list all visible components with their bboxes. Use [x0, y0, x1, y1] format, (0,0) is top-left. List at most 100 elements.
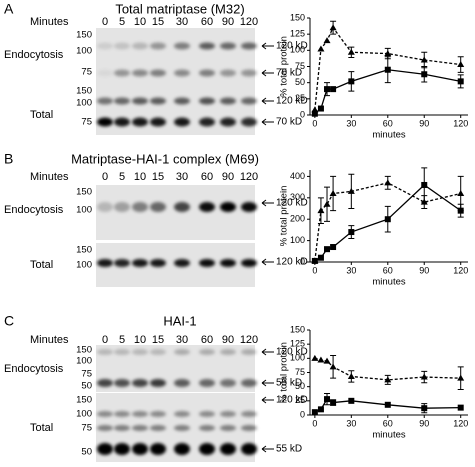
band [114, 117, 130, 127]
x-tick-label: 30 [346, 118, 356, 128]
y-tick-label: 75 [295, 367, 305, 377]
band [241, 97, 257, 105]
band [174, 42, 190, 50]
band [199, 443, 215, 455]
band [220, 259, 236, 267]
band [174, 379, 190, 387]
y-tick-label: 50 [295, 381, 305, 391]
band [220, 379, 236, 387]
band [150, 379, 166, 387]
marker-label: 55 kD [276, 378, 302, 389]
mw-label: 100 [76, 260, 92, 271]
band [241, 443, 257, 455]
blot [96, 28, 255, 88]
band [174, 97, 190, 105]
band [220, 42, 236, 50]
band [150, 69, 166, 77]
point [421, 181, 428, 188]
band [114, 202, 130, 212]
mw-label: 75 [81, 423, 92, 434]
band [114, 411, 130, 417]
y-tick-label: 25 [295, 395, 305, 405]
band [199, 97, 215, 105]
arrow [261, 258, 274, 266]
mw-label: 100 [76, 356, 92, 367]
band [97, 443, 113, 455]
band [132, 117, 148, 127]
lane-label: 60 [201, 16, 213, 28]
point [323, 200, 331, 207]
band [132, 379, 148, 387]
band [132, 97, 148, 105]
arrow [261, 348, 274, 356]
marker-label: 70 kD [276, 117, 302, 128]
y-tick-label: 125 [290, 339, 305, 349]
mw-label: 150 [76, 345, 92, 356]
lane-label: 0 [102, 171, 108, 183]
band [199, 42, 215, 50]
band [174, 259, 190, 267]
marker-label: 120 kD [276, 96, 308, 107]
y-tick-label: 300 [290, 192, 305, 202]
x-tick-label: 90 [419, 118, 429, 128]
band [199, 349, 215, 355]
row-label: Total [30, 109, 53, 121]
point [317, 254, 324, 261]
band [220, 69, 236, 77]
point [384, 376, 392, 383]
band [97, 202, 113, 212]
band [199, 69, 215, 77]
point [384, 401, 391, 408]
lane-label: 120 [240, 171, 258, 183]
lane-label: 5 [119, 334, 125, 346]
band [97, 69, 113, 77]
blot [96, 88, 255, 135]
point [347, 48, 355, 55]
band [150, 117, 166, 127]
band [241, 379, 257, 387]
panel-label: A [4, 1, 14, 17]
band [97, 42, 113, 50]
lane-label: 60 [201, 171, 213, 183]
band [114, 97, 130, 105]
point [329, 363, 337, 370]
point [420, 373, 428, 380]
marker-label: 120 kD [276, 257, 308, 268]
x-tick-label: 120 [453, 265, 468, 275]
band [220, 443, 236, 455]
band [220, 349, 236, 355]
point [457, 404, 464, 411]
band [150, 259, 166, 267]
band [114, 69, 130, 77]
arrow [261, 42, 274, 50]
marker-label: 70 kD [276, 68, 302, 79]
point [384, 66, 391, 73]
band [114, 259, 130, 267]
arrow [261, 69, 274, 77]
minutes-label: Minutes [30, 171, 69, 183]
lane-label: 90 [222, 334, 234, 346]
band [174, 349, 190, 355]
band [150, 443, 166, 455]
y-tick-label: 0 [300, 409, 305, 419]
lane-label: 30 [176, 171, 188, 183]
lane-label: 10 [134, 171, 146, 183]
row-label: Endocytosis [4, 49, 64, 61]
point [384, 50, 392, 57]
lane-label: 60 [201, 334, 213, 346]
band [174, 443, 190, 455]
point [324, 86, 331, 93]
x-axis-label: minutes [372, 130, 406, 141]
mw-label: 100 [76, 46, 92, 57]
row-label: Endocytosis [4, 363, 64, 375]
row-label: Total [30, 422, 53, 434]
band [97, 97, 113, 105]
band [199, 411, 215, 417]
band [97, 379, 113, 387]
mw-label: 150 [76, 395, 92, 406]
band [97, 117, 113, 127]
mw-label: 150 [76, 30, 92, 41]
panel-title: HAI-1 [163, 313, 196, 328]
point [330, 244, 337, 251]
y-tick-label: 200 [290, 214, 305, 224]
